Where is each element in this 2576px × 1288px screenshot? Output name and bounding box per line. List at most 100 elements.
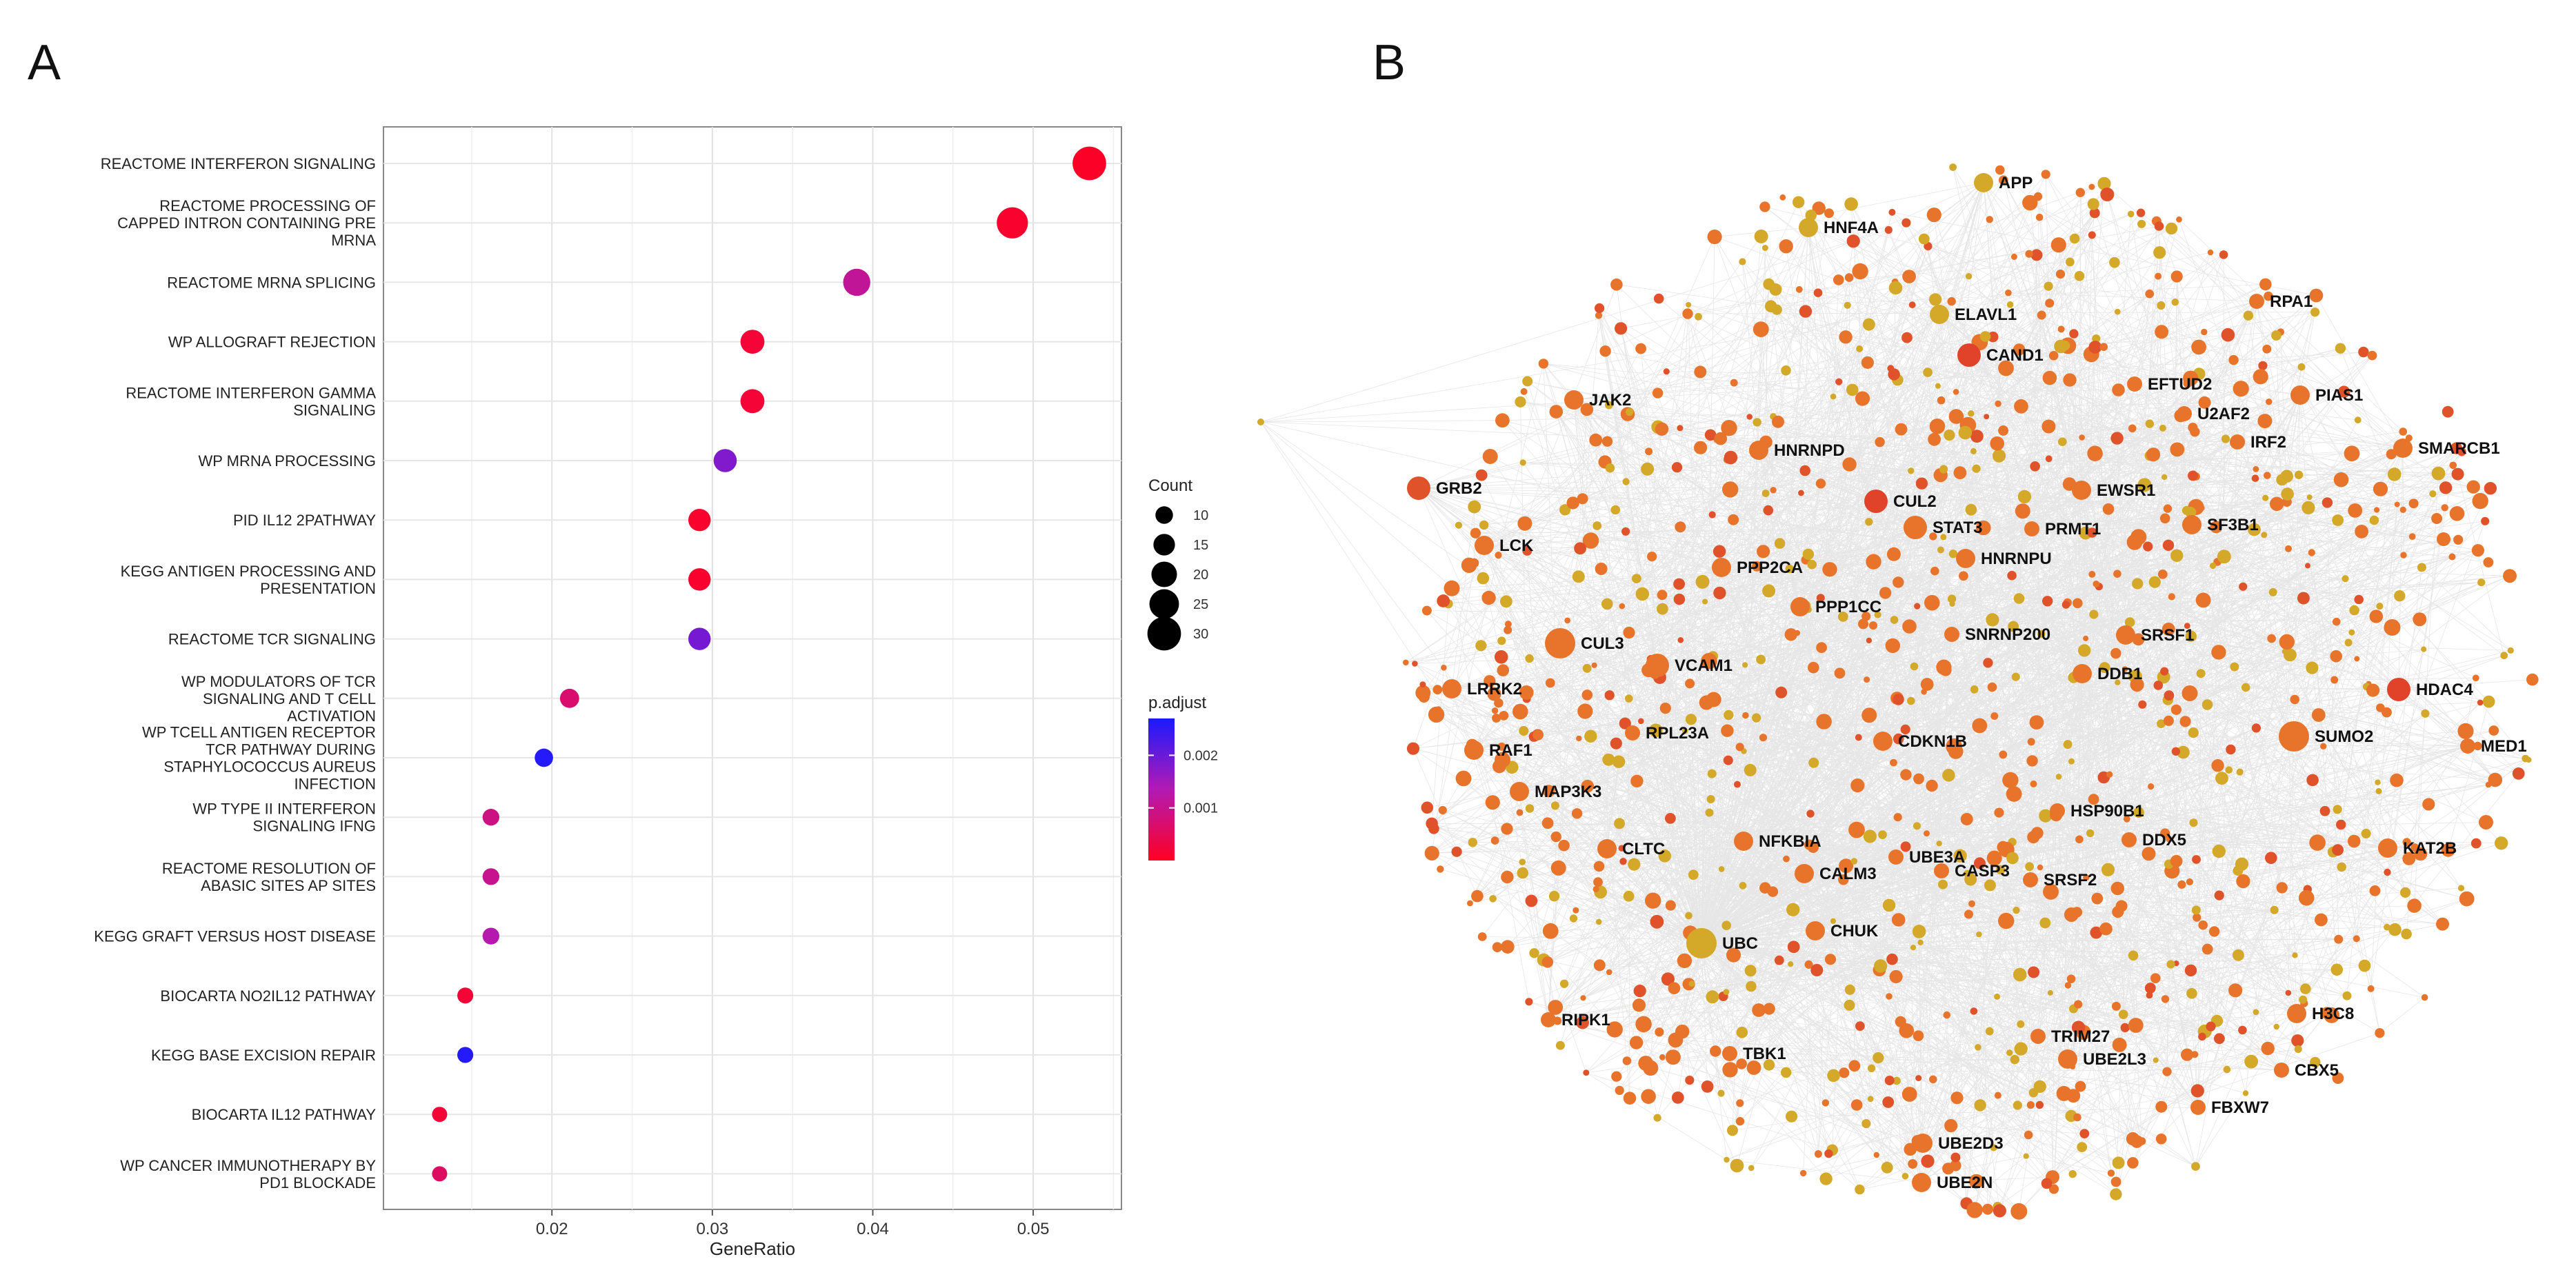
network-hub-node (1912, 1173, 1931, 1192)
network-node (1968, 410, 1975, 417)
network-node (1574, 542, 1587, 555)
network-node (1577, 703, 1593, 719)
network-node (1753, 418, 1761, 427)
network-node (2112, 1037, 2127, 1052)
network-node (2244, 1054, 2259, 1069)
network-node (1708, 511, 1716, 519)
network-node (1723, 755, 1733, 765)
dot-plot: REACTOME INTERFERON SIGNALING REACTOME PR… (94, 126, 1218, 1259)
network-node (1839, 858, 1854, 874)
network-node (1522, 376, 1533, 387)
network-node (1974, 1099, 1986, 1111)
network-node (2186, 988, 2197, 999)
x-tick-label: 0.04 (857, 1220, 889, 1238)
network-node (1721, 724, 1734, 737)
network-node (2290, 694, 2299, 705)
term-label: REACTOME TCR SIGNALING (168, 631, 376, 648)
network-node (1704, 429, 1717, 441)
network-node (2114, 308, 2121, 315)
network-node (2146, 992, 2153, 999)
network-node (2077, 1142, 2088, 1152)
network-node (2063, 740, 2073, 749)
network-node (1910, 945, 1917, 951)
gene-label: APP (1999, 174, 2033, 192)
gene-label: RAF1 (1489, 741, 1532, 760)
network-node (2310, 308, 2320, 317)
network-node (1632, 998, 1646, 1012)
network-node (2221, 434, 2230, 443)
network-node (2251, 723, 2261, 733)
network-node (2282, 648, 2288, 655)
network-node (1623, 890, 1635, 902)
network-node (1695, 312, 1702, 321)
network-node (2453, 534, 2464, 545)
network-hub-node (1904, 516, 1927, 539)
gene-label: LRRK2 (1467, 680, 1522, 698)
network-node (1736, 1027, 1748, 1038)
network-node (1913, 822, 1921, 830)
term-label: REACTOME PROCESSING OF CAPPED INTRON CONT… (117, 197, 376, 249)
network-node (1744, 965, 1757, 977)
network-node (2110, 432, 2124, 445)
network-node (2358, 346, 2369, 358)
network-node (1418, 691, 1430, 703)
network-hub-node (1934, 863, 1949, 878)
network-node (1592, 521, 1602, 530)
count-legend-label: 15 (1193, 538, 1208, 553)
network-node (1929, 532, 1937, 541)
network-node (2161, 995, 2170, 1003)
network-node (2088, 183, 2095, 190)
network-node (1645, 447, 1653, 456)
network-node (1595, 563, 1608, 575)
network-node (2417, 563, 2426, 572)
network-node (1763, 1059, 1775, 1071)
network-node (2280, 470, 2293, 483)
network-node (2394, 590, 2406, 602)
network-node (2164, 690, 2175, 701)
network-node (1833, 274, 1844, 285)
network-node (2166, 960, 2175, 969)
network-node (2148, 783, 2155, 790)
network-node (2006, 1049, 2013, 1056)
network-node (1461, 557, 1477, 573)
network-node (2315, 913, 2328, 927)
network-node (1908, 467, 1915, 474)
network-hub-node (1625, 725, 1640, 741)
network-node (1525, 894, 1538, 907)
network-node (1976, 520, 1991, 536)
count-legend-dot (1155, 506, 1173, 524)
network-node (2166, 836, 2173, 843)
plot-background (383, 126, 1122, 1210)
network-hub-node (1464, 741, 1484, 760)
network-node (1844, 273, 1854, 282)
network-node (2400, 552, 2407, 559)
network-node (1558, 839, 1570, 852)
network-node (1995, 400, 2001, 407)
network-node (1806, 809, 1815, 818)
network-node (2394, 501, 2400, 507)
network-hub-node (1806, 921, 1825, 940)
network-node (1893, 1076, 1901, 1085)
network-node (1746, 414, 1753, 420)
network-node (2137, 478, 2152, 492)
network-node (1641, 1089, 1656, 1104)
network-node (1610, 737, 1622, 749)
network-node (1901, 1173, 1909, 1180)
network-node (1724, 710, 1734, 721)
network-node (1874, 611, 1881, 618)
gene-label: UBE2L3 (2083, 1050, 2146, 1069)
network-node (2399, 506, 2406, 514)
network-node (2334, 934, 2344, 944)
network-node (1913, 1030, 1924, 1041)
network-node (2170, 855, 2183, 867)
network-node (1695, 574, 1710, 589)
network-node (2276, 882, 2288, 894)
network-node (2450, 442, 2463, 454)
network-node (1844, 999, 1855, 1011)
network-node (2484, 482, 2497, 495)
network-node (2048, 1184, 2059, 1194)
network-node (1595, 303, 1605, 314)
network-node (1572, 907, 1579, 914)
network-node (2259, 278, 2272, 291)
network-node (1772, 415, 1784, 428)
